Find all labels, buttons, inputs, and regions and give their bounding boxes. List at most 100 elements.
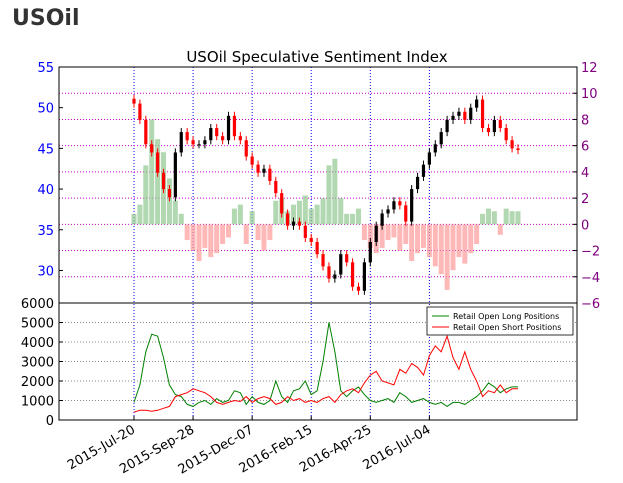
ssi-bar: [415, 224, 421, 254]
price-candle: [132, 98, 136, 104]
price-candle: [504, 128, 508, 141]
ssi-bar: [509, 211, 515, 225]
price-candle: [327, 266, 331, 279]
ssi-bar: [273, 200, 279, 225]
price-candle: [486, 128, 491, 133]
price-candle: [386, 209, 390, 214]
ssi-bar: [485, 208, 491, 225]
price-candle: [333, 274, 337, 279]
ssi-bar: [231, 208, 237, 225]
bottom-panel: 0 1000 2000 3000 4000 5000 6000: [21, 297, 578, 429]
short-positions-line: [133, 334, 518, 413]
price-candle: [350, 262, 355, 287]
left-tick-label: 55: [37, 61, 54, 76]
price-candle: [410, 189, 414, 222]
ssi-bar: [444, 224, 450, 290]
legend-box: [426, 306, 574, 336]
price-candle: [451, 115, 455, 120]
price-candle: [150, 144, 154, 153]
legend-entry: Retail Open Long Positions: [453, 312, 559, 321]
price-candle: [480, 99, 485, 129]
ssi-bar: [379, 224, 385, 248]
price-candle: [256, 164, 260, 173]
price-candle: [321, 254, 325, 267]
ssi-bar: [314, 204, 320, 225]
ssi-bar: [243, 224, 249, 244]
price-candle: [209, 128, 213, 141]
ssi-bar: [302, 195, 308, 225]
ssi-bar: [456, 224, 462, 258]
ssi-bar: [426, 224, 432, 258]
price-candle: [173, 152, 177, 198]
price-candle: [445, 119, 449, 133]
price-candle: [439, 132, 443, 145]
ssi-bar: [361, 224, 367, 241]
price-candle: [516, 148, 520, 151]
ssi-bar: [249, 211, 255, 225]
price-candle: [492, 119, 496, 133]
top-panel: 30 35 40 45 50 55 −6 −4 −2 0 2 4 6 8 10 12: [37, 61, 600, 420]
ssi-bar: [308, 208, 314, 225]
ssi-bar: [420, 224, 426, 248]
x-axis: 2015-Jul-202015-Sep-282015-Dec-072016-Fe…: [65, 416, 433, 478]
left-tick-label: 35: [37, 224, 54, 239]
right-tick-label: −6: [581, 297, 600, 312]
bottom-tick-label: 5000: [21, 317, 54, 332]
price-candle: [215, 128, 219, 137]
ssi-bar: [208, 224, 214, 258]
ssi-bar: [166, 178, 172, 225]
price-candle: [250, 156, 254, 165]
bottom-tick-label: 0: [46, 414, 54, 429]
price-candle: [339, 254, 343, 275]
bottom-tick-label: 1000: [21, 395, 54, 410]
price-candle: [415, 176, 420, 190]
ssi-bar: [267, 224, 273, 241]
price-candle: [297, 221, 302, 226]
price-candle: [433, 144, 437, 153]
ssi-bar: [350, 213, 356, 225]
price-candle: [404, 205, 408, 222]
price-candle: [161, 172, 166, 190]
price-candle: [268, 168, 272, 181]
right-tick-label: −4: [581, 271, 600, 286]
ssi-bar: [190, 224, 196, 251]
price-candle: [156, 152, 160, 173]
ssi-bar: [397, 224, 403, 251]
ssi-bar: [503, 208, 509, 225]
x-tick-label: 2016-Jul-04: [361, 422, 434, 473]
price-candle: [167, 189, 172, 198]
ssi-bar: [385, 224, 391, 241]
ssi-bar: [332, 158, 338, 225]
price-candle: [463, 111, 467, 120]
ssi-bar: [143, 165, 149, 225]
legend: Retail Open Long Positions Retail Open Sh…: [426, 306, 574, 336]
right-tick-label: 2: [581, 192, 589, 207]
price-candle: [226, 115, 231, 141]
price-candle: [185, 132, 189, 141]
ssi-bar: [391, 224, 397, 238]
price-candle: [191, 140, 195, 145]
bottom-tick-label: 3000: [21, 356, 54, 371]
top-panel-frame: [58, 66, 578, 304]
ssi-bar: [220, 224, 226, 244]
left-tick-label: 50: [37, 102, 54, 117]
ssi-bar: [196, 224, 202, 262]
ssi-bar: [462, 224, 468, 264]
ssi-bar: [137, 204, 143, 225]
ssi-bar: [403, 224, 409, 244]
price-candle: [392, 201, 396, 210]
ssi-bar: [202, 224, 208, 248]
bottom-tick-label: 2000: [21, 375, 54, 390]
ssi-bar: [367, 224, 373, 248]
ssi-bar: [184, 224, 190, 241]
ssi-bar: [438, 224, 444, 275]
price-candle: [510, 140, 514, 149]
ssi-bar: [480, 213, 486, 225]
right-tick-label: 8: [581, 113, 589, 128]
price-candle: [238, 136, 242, 141]
price-candle: [427, 152, 431, 165]
price-candle: [197, 144, 201, 146]
ssi-bar: [450, 224, 456, 271]
ssi-bar: [326, 165, 332, 225]
